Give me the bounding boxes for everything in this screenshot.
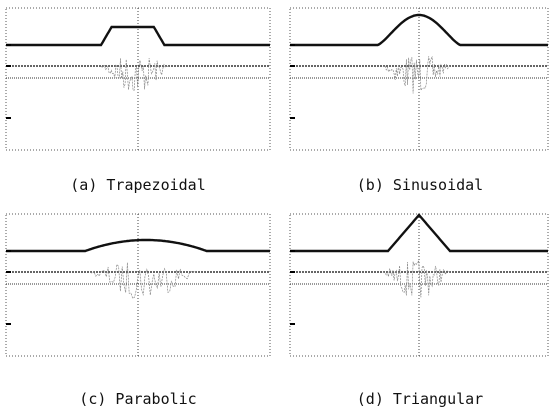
caption: (a) Trapezoidal (70, 176, 205, 194)
burst-signal (101, 58, 170, 90)
caption: (b) Sinusoidal (357, 176, 483, 194)
burst-signal (383, 56, 450, 93)
burst-signal (383, 260, 450, 297)
caption: (c) Parabolic (79, 390, 196, 408)
burst-signal (91, 263, 197, 299)
caption: (d) Triangular (357, 390, 483, 408)
figure: (a) Trapezoidal (b) Sinusoidal (c) Parab… (0, 0, 554, 417)
